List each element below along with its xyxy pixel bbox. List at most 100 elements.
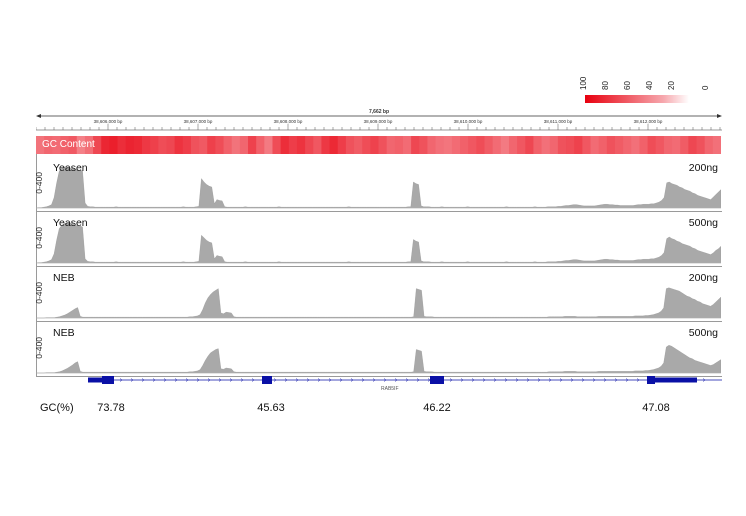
gc-heatmap-cell	[313, 136, 322, 154]
gc-heatmap-cell	[599, 136, 608, 154]
gc-heatmap-cell	[403, 136, 412, 154]
ruler-tick-label: 38,611,000 bp	[544, 119, 572, 124]
gc-heatmap-cell	[558, 136, 567, 154]
track-concentration: 500ng	[689, 327, 718, 339]
ruler-tick-label: 38,606,000 bp	[94, 119, 123, 124]
gc-heatmap-cell	[362, 136, 371, 154]
gc-heatmap-cell	[338, 136, 347, 154]
gc-heatmap-cell	[501, 136, 510, 154]
gc-heatmap-cell	[199, 136, 208, 154]
coverage-plot	[36, 213, 721, 265]
track-divider	[36, 211, 722, 212]
gc-heatmap-cell	[224, 136, 233, 154]
gc-heatmap-cell	[379, 136, 388, 154]
gc-heatmap-cell	[297, 136, 306, 154]
track-data-range: 0-400	[34, 172, 44, 194]
gc-percent-value: 45.63	[257, 402, 285, 414]
gc-heatmap-cell	[533, 136, 542, 154]
genomic-ruler: 7,662 bp 38,606,000 bp 38,607,000 bp 38,…	[36, 106, 722, 134]
gc-heatmap-cell	[444, 136, 453, 154]
gc-heatmap-cell	[656, 136, 665, 154]
gc-heatmap-cell	[427, 136, 436, 154]
gc-heatmap-cell	[256, 136, 265, 154]
gc-content-label: GC Content	[42, 139, 95, 150]
gc-heatmap-cell	[191, 136, 200, 154]
coverage-area	[36, 223, 721, 263]
gc-heatmap-cell	[281, 136, 290, 154]
gc-heatmap-cell	[664, 136, 673, 154]
ruler-arrow-right-icon	[717, 114, 722, 118]
gc-heatmap-cell	[215, 136, 224, 154]
track-concentration: 200ng	[689, 162, 718, 174]
gc-heatmap-cell	[509, 136, 518, 154]
gc-heatmap-cell	[109, 136, 118, 154]
gc-heatmap-cell	[419, 136, 428, 154]
coverage-track: NEB 200ng 0-400	[36, 268, 721, 320]
gc-heatmap-cell	[542, 136, 551, 154]
gc-heatmap-cell	[240, 136, 249, 154]
gc-heatmap-cell	[272, 136, 281, 154]
track-concentration: 200ng	[689, 272, 718, 284]
gc-heatmap-cell	[582, 136, 591, 154]
gc-color-legend: 100 80 60 40 20 0	[583, 76, 713, 106]
ruler-ticks	[36, 124, 720, 130]
gc-heatmap-cell	[289, 136, 298, 154]
gc-heatmap-cell	[713, 136, 721, 154]
exon-block	[102, 376, 114, 384]
ruler-tick-label: 38,608,000 bp	[274, 119, 303, 124]
gc-heatmap-cell	[101, 136, 110, 154]
gc-heatmap-cell	[118, 136, 127, 154]
gc-heatmap-cell	[248, 136, 257, 154]
gc-heatmap-cell	[395, 136, 404, 154]
gc-heatmap-cell	[158, 136, 167, 154]
track-data-range: 0-400	[34, 282, 44, 304]
gc-heatmap-cell	[485, 136, 494, 154]
gc-heatmap-cell	[150, 136, 159, 154]
legend-tick: 100	[579, 77, 588, 90]
gc-heatmap-cell	[134, 136, 143, 154]
ruler-tick-label: 38,607,000 bp	[184, 119, 213, 124]
utr-block	[655, 378, 697, 383]
coverage-area	[36, 167, 721, 208]
gc-heatmap-cell	[705, 136, 714, 154]
gc-heatmap-cell	[436, 136, 445, 154]
gc-heatmap-cell	[566, 136, 575, 154]
gc-heatmap-cell	[468, 136, 477, 154]
track-data-range: 0-400	[34, 337, 44, 359]
gene-model	[36, 374, 722, 396]
legend-tick: 40	[645, 81, 654, 90]
gc-percent-label: GC(%)	[40, 402, 74, 414]
gc-heatmap-cell	[615, 136, 624, 154]
gc-content-track: GC Content	[36, 136, 721, 154]
gc-heatmap-cell	[476, 136, 485, 154]
gc-heatmap-cell	[525, 136, 534, 154]
coverage-area	[36, 345, 721, 373]
track-divider	[36, 266, 722, 267]
legend-tick: 20	[667, 81, 676, 90]
gc-heatmap-cell	[607, 136, 616, 154]
track-sample-name: Yeasen	[53, 162, 88, 174]
gc-heatmap-cell	[680, 136, 689, 154]
track-sample-name: Yeasen	[53, 217, 88, 229]
gc-heatmap-cell	[639, 136, 648, 154]
gc-heatmap-cell	[672, 136, 681, 154]
gc-percent-row: GC(%) 73.78 45.63 46.22 47.08	[0, 400, 746, 418]
gc-heatmap-cell	[574, 136, 583, 154]
gc-heatmap-cell	[370, 136, 379, 154]
gc-heatmap	[36, 136, 721, 154]
gc-heatmap-cell	[183, 136, 192, 154]
gc-heatmap-cell	[126, 136, 135, 154]
gc-heatmap-cell	[175, 136, 184, 154]
gc-heatmap-cell	[493, 136, 502, 154]
exon-block	[430, 376, 444, 384]
gc-heatmap-cell	[648, 136, 657, 154]
legend-gradient-bar	[585, 95, 689, 103]
coverage-plot	[36, 158, 721, 210]
gc-heatmap-cell	[550, 136, 559, 154]
coverage-track: Yeasen 200ng 0-400	[36, 158, 721, 210]
track-data-range: 0-400	[34, 227, 44, 249]
gc-percent-value: 47.08	[642, 402, 670, 414]
legend-tick: 80	[601, 81, 610, 90]
gc-heatmap-cell	[452, 136, 461, 154]
gc-heatmap-cell	[264, 136, 273, 154]
